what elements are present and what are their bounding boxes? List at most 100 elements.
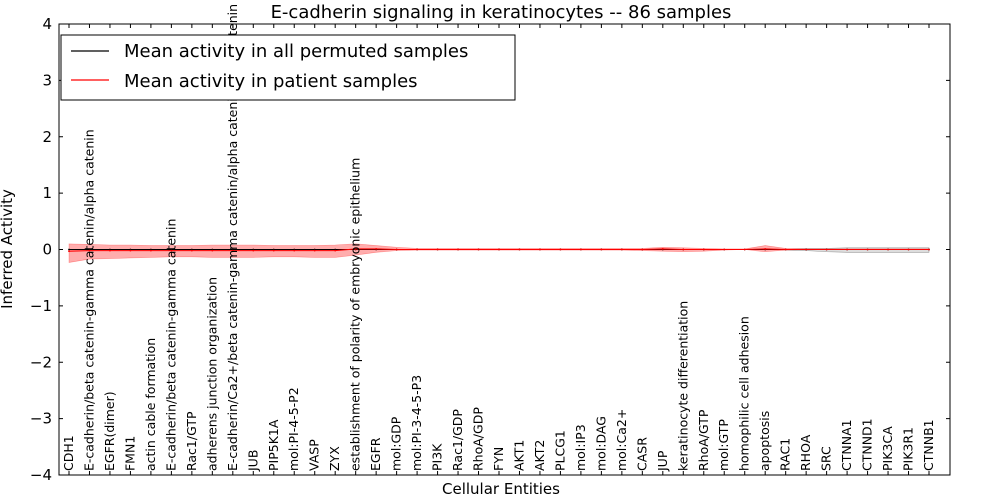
data-point-patient [764,248,767,250]
y-tick-label: −1 [30,297,52,315]
x-tick-label: apoptosis [757,411,772,471]
x-tick-label: PIP5K1A [266,419,281,471]
data-point-patient [129,249,132,252]
data-point-patient [866,248,869,251]
y-tick-label: 1 [42,184,52,202]
x-tick-label: mol:IP3 [573,424,588,471]
data-point-patient [805,248,808,251]
data-point-patient [457,248,459,251]
data-point-patient [518,248,521,251]
data-point-patient [211,249,214,252]
x-tick-label: SRC [819,446,834,471]
legend: Mean activity in all permuted samples Me… [60,34,516,101]
x-tick-label: CTNNA1 [839,419,854,471]
data-point-patient [784,248,787,251]
x-tick-label: RAC1 [778,438,793,471]
data-point-patient [825,248,828,251]
x-tick-label: RhoA/GDP [471,407,486,471]
band-patient [68,243,930,263]
x-tick-label: CTNNB1 [921,419,936,471]
data-point-permuted [68,248,70,251]
x-tick-label: E-cadherin/Ca2+/beta catenin-gamma caten… [225,4,240,471]
x-tick-label: ZYX [327,446,342,471]
x-tick-label: adherens junction organization [204,277,219,471]
x-tick-label: FMN1 [122,436,137,471]
legend-label-patient: Mean activity in patient samples [124,71,418,92]
x-tick-label: AKT1 [511,440,526,471]
data-point-patient [907,248,910,251]
data-point-patient [150,249,152,252]
data-point-patient [743,248,746,251]
x-tick-label: CTNND1 [860,418,875,471]
x-tick-label: FYN [491,447,506,471]
x-tick-label: CASR [634,437,649,471]
data-point-patient [231,249,234,252]
data-point-patient [68,250,70,253]
x-axis-label: Cellular Entities [442,480,560,498]
data-point-patient [641,248,644,251]
legend-box [60,34,516,101]
data-point-patient [539,248,541,251]
data-point-patient [682,248,685,251]
x-tick-label: PI3K [430,443,445,471]
data-point-patient [846,248,848,251]
data-point-patient [702,248,705,251]
x-tick-label: keratinocyte differentiation [675,301,690,471]
data-point-patient [252,249,255,252]
x-tick-label: establishment of polarity of embryonic e… [348,158,363,471]
x-tick-label: mol:Ca2+ [614,409,629,471]
x-tick-label: Rac1/GTP [184,411,199,471]
x-tick-label: PLCG1 [552,430,567,471]
data-point-patient [580,248,582,251]
data-point-patient [109,249,111,252]
x-tick-label: mol:GDP [389,416,404,471]
x-tick-label: VASP [307,439,322,471]
data-point-patient [723,248,726,251]
x-tick-label: JUB [245,450,260,472]
data-point-patient [559,248,562,251]
data-point-patient [600,248,603,251]
x-tick-label: Rac1/GDP [450,409,465,471]
y-tick-label: 0 [42,241,52,259]
data-point-patient [477,248,480,251]
data-point-patient [88,249,91,252]
data-point-patient [354,248,357,250]
data-point-patient [661,248,664,250]
x-tick-label: AKT2 [532,440,547,471]
x-tick-label: E-cadherin/beta catenin-gamma catenin/al… [81,129,96,471]
x-tick-label: EGFR [368,437,383,471]
data-point-patient [498,248,500,251]
x-tick-label: EGFR(dimer) [102,391,117,471]
y-tick-label: −3 [30,410,52,428]
data-point-patient [190,249,193,252]
data-point-patient [928,248,930,251]
data-point-patient [170,249,173,252]
x-tick-label: RhoA/GTP [696,409,711,471]
legend-label-permuted: Mean activity in all permuted samples [124,41,468,62]
x-tick-label: RHOA [798,434,813,471]
data-point-patient [272,249,275,252]
x-tick-label: PIK3CA [880,426,895,471]
x-tick-label: actin cable formation [143,338,158,471]
x-tick-label: mol:PI-4-5-P2 [286,387,301,471]
data-point-patient [395,248,398,251]
data-point-patient [620,248,623,251]
data-point-patient [293,249,296,252]
x-tick-label: JUP [655,450,670,472]
x-tick-label: mol:GTP [716,419,731,471]
data-point-patient [313,249,316,252]
chart-title: E-cadherin signaling in keratinocytes --… [271,2,732,23]
data-point-patient [416,248,418,251]
data-point-patient [375,248,378,250]
data-point-patient [436,248,439,251]
x-tick-label: mol:PI-3-4-5-P3 [409,375,424,471]
y-tick-label: 4 [42,15,52,33]
y-tick-label: −2 [30,353,52,371]
x-tick-label: mol:DAG [593,416,608,471]
y-axis-label: Inferred Activity [0,189,16,309]
data-point-patient [334,249,337,252]
data-point-patient [887,248,889,251]
x-tick-label: PIK3R1 [901,427,916,471]
y-tick-label: 3 [42,71,52,89]
